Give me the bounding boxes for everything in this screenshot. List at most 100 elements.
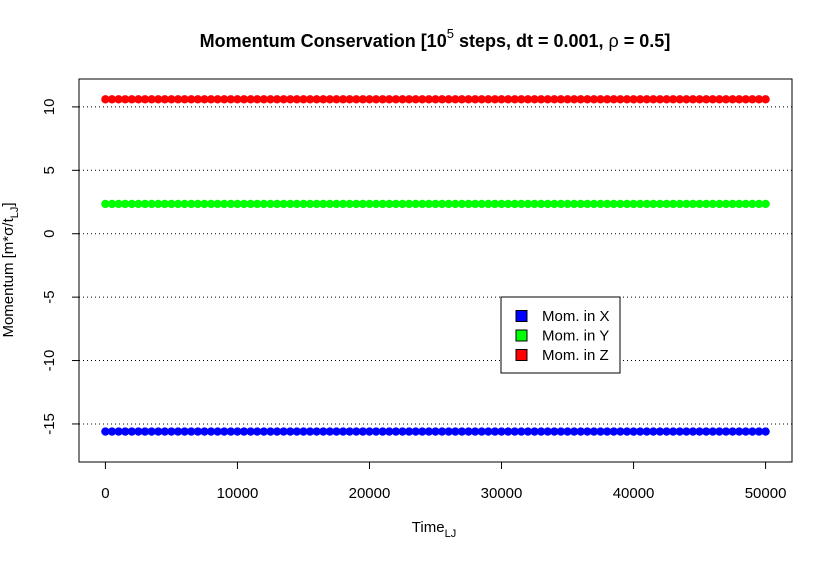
data-point [193, 199, 203, 209]
data-point [418, 95, 427, 104]
data-point [246, 427, 255, 436]
data-point [259, 95, 269, 104]
data-point [523, 427, 533, 436]
y-axis-label-main: Momentum [m*σ/t [0, 217, 17, 337]
data-point [563, 427, 572, 436]
data-point [305, 427, 315, 436]
legend-label: Mom. in Z [542, 347, 609, 364]
data-point [576, 427, 585, 436]
legend-swatch [515, 349, 528, 361]
data-point [127, 427, 137, 436]
data-point [338, 199, 348, 209]
data-point [563, 95, 572, 104]
data-point [708, 427, 717, 436]
data-point [457, 199, 467, 209]
data-point [378, 427, 387, 436]
series-mom-in-x [101, 427, 770, 436]
data-point [609, 95, 618, 104]
data-point [266, 199, 275, 209]
data-point [319, 199, 328, 209]
data-point [662, 199, 671, 209]
data-point [701, 95, 711, 104]
data-point [748, 95, 757, 104]
data-point [543, 427, 552, 436]
data-point [761, 199, 770, 209]
data-point [734, 199, 744, 209]
data-point [523, 95, 533, 104]
data-point [490, 95, 500, 104]
data-point [371, 95, 381, 104]
data-point [721, 199, 731, 209]
data-point [675, 199, 684, 209]
data-point [629, 427, 638, 436]
data-point [668, 95, 678, 104]
data-point [187, 199, 196, 209]
data-point [576, 199, 585, 209]
data-point [286, 95, 295, 104]
legend-label: Mom. in Y [542, 328, 609, 345]
data-point [352, 427, 361, 436]
data-point [569, 199, 579, 209]
y-tick-label: 0 [41, 230, 58, 238]
data-point [160, 427, 170, 436]
data-point [510, 95, 519, 104]
data-point [490, 427, 500, 436]
data-point [193, 95, 203, 104]
data-point [391, 199, 401, 209]
data-point [715, 427, 724, 436]
data-point [272, 95, 282, 104]
data-point [411, 199, 420, 209]
data-point [655, 427, 665, 436]
y-tick-label: -5 [41, 290, 58, 303]
data-point [312, 199, 321, 209]
data-point [325, 199, 335, 209]
data-point [437, 199, 447, 209]
data-point [101, 427, 110, 436]
data-point [147, 199, 156, 209]
data-point [424, 199, 434, 209]
data-point [701, 199, 711, 209]
data-point [517, 95, 526, 104]
x-tick-label: 30000 [481, 485, 523, 502]
data-point [213, 427, 222, 436]
data-point [635, 95, 645, 104]
data-point [338, 427, 348, 436]
x-axis: 0 10000 20000 30000 40000 50000 [101, 461, 786, 502]
data-point [352, 95, 361, 104]
data-point [477, 95, 486, 104]
data-point [107, 95, 117, 104]
data-point [246, 199, 255, 209]
data-point [589, 199, 599, 209]
data-point [154, 427, 163, 436]
data-point [140, 95, 150, 104]
data-point [424, 95, 434, 104]
data-point [444, 95, 453, 104]
data-point [530, 427, 539, 436]
data-point [715, 199, 724, 209]
data-point [741, 95, 750, 104]
data-point [616, 199, 625, 209]
data-point [121, 199, 130, 209]
data-point [708, 95, 717, 104]
data-point [286, 427, 295, 436]
data-point [682, 427, 691, 436]
data-point [655, 199, 665, 209]
data-point [569, 95, 579, 104]
y-axis: -15 -10 -5 0 5 10 [41, 99, 80, 435]
data-point [299, 95, 308, 104]
data-point [721, 427, 731, 436]
x-tick-label: 40000 [613, 485, 655, 502]
data-point [668, 199, 678, 209]
data-point [741, 199, 750, 209]
data-point [536, 199, 546, 209]
data-point [107, 427, 117, 436]
data-point [596, 199, 605, 209]
data-point [682, 199, 691, 209]
data-point [127, 199, 137, 209]
data-point [365, 199, 374, 209]
data-point [147, 427, 156, 436]
data-point [325, 95, 335, 104]
data-point [239, 427, 249, 436]
data-point [345, 199, 354, 209]
